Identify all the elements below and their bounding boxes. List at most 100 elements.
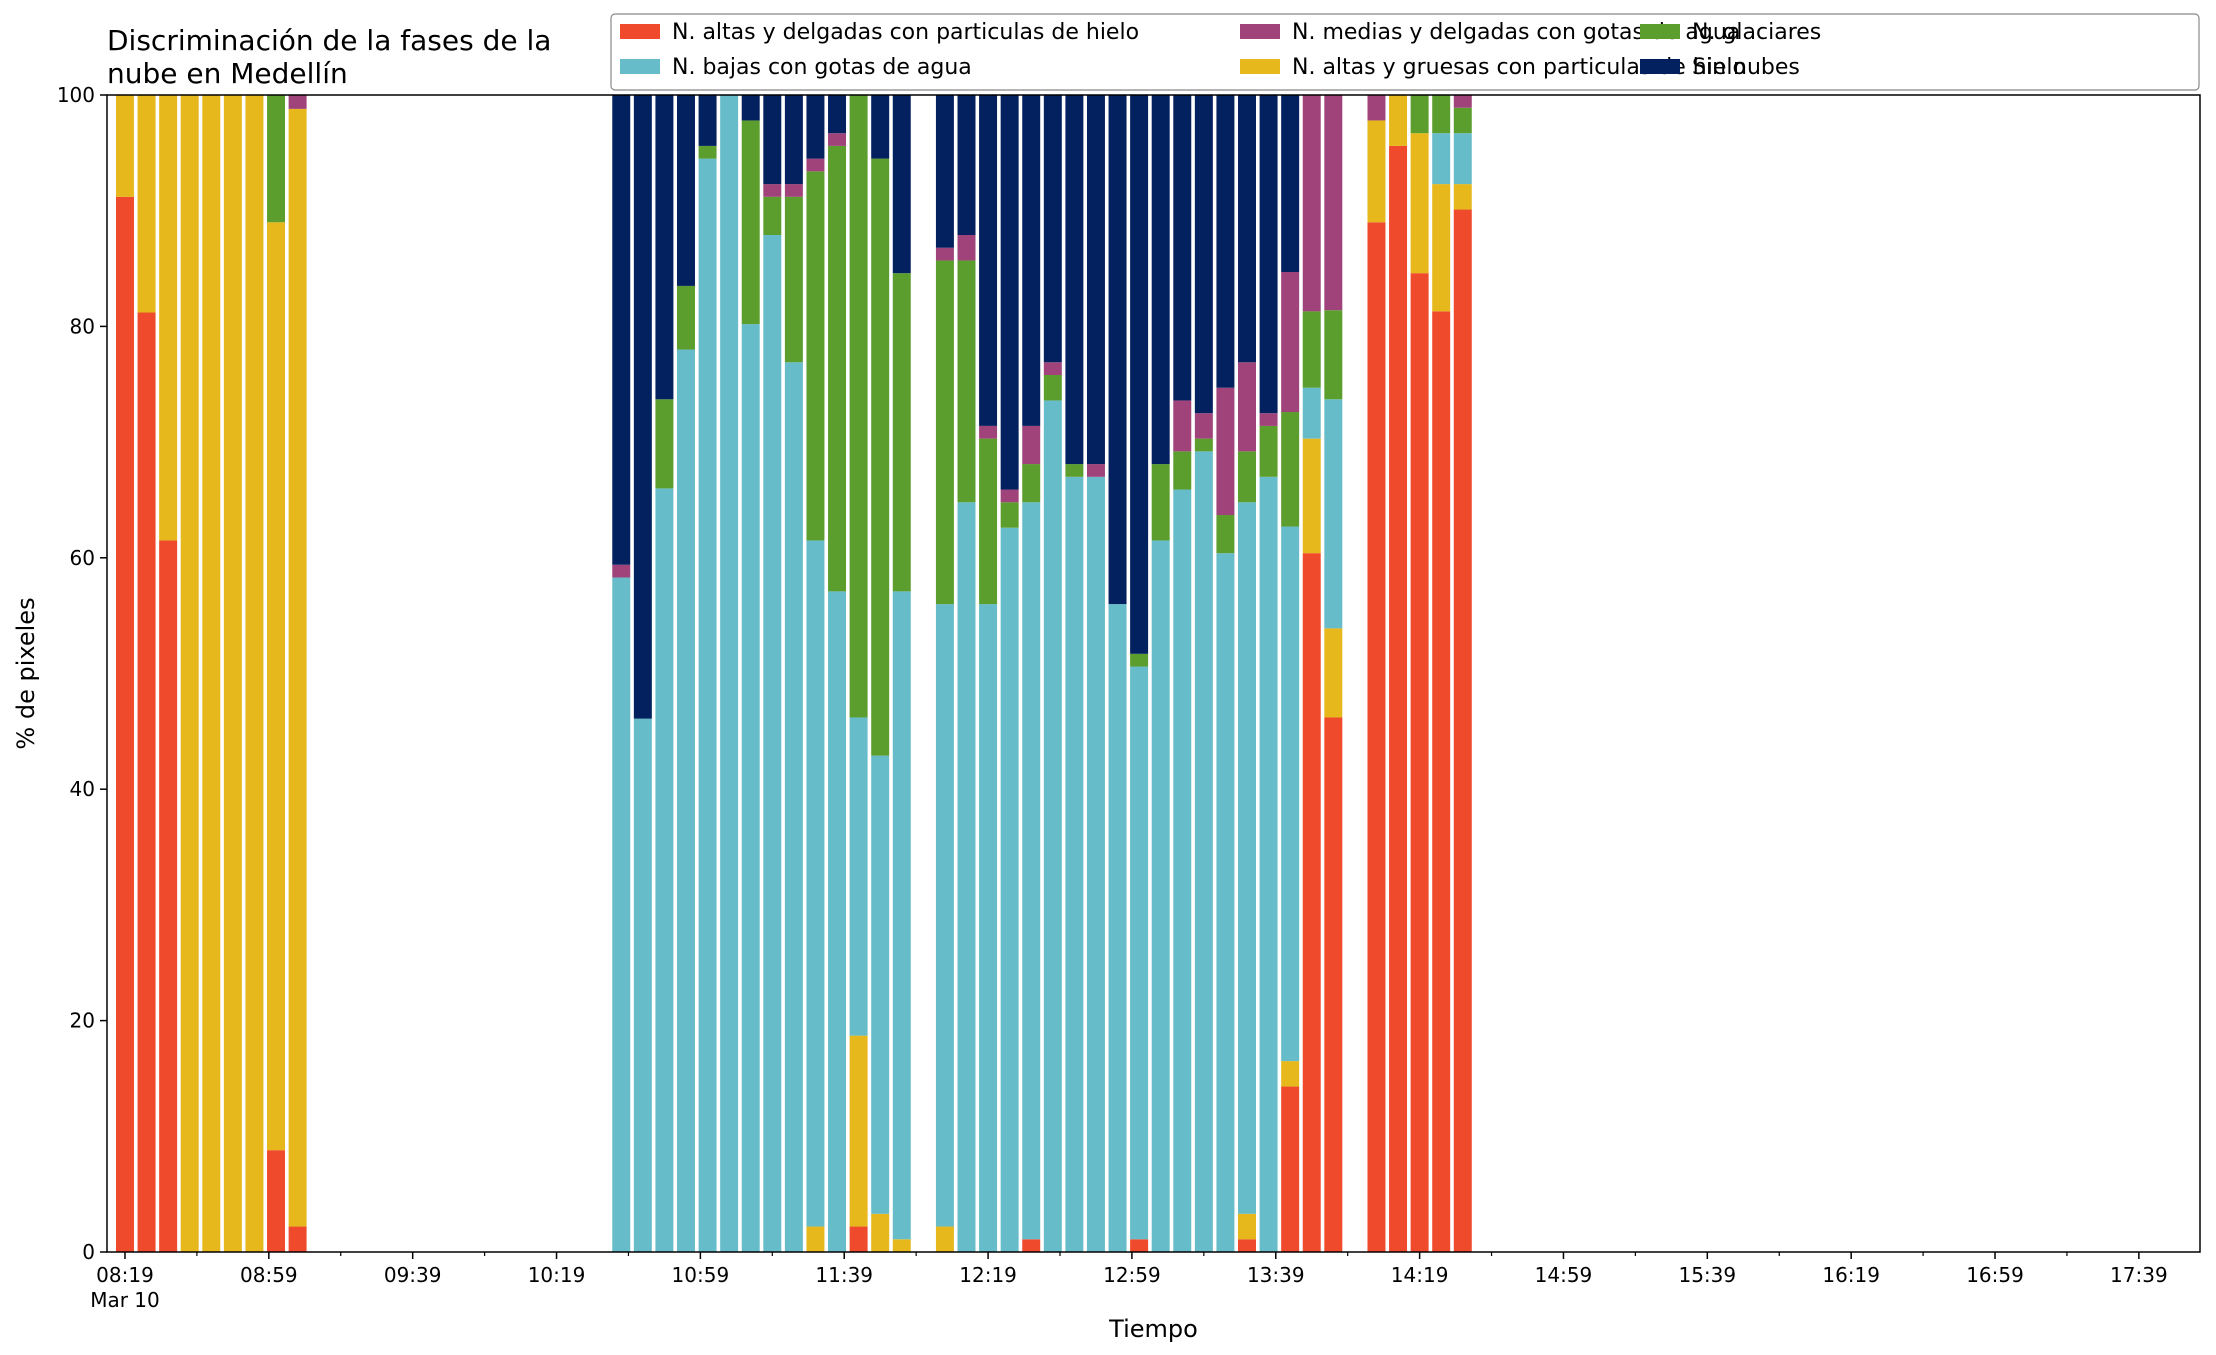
bar-segment-n-altas-y-gruesas-con-particulas-de-hielo xyxy=(180,95,199,1252)
bar-segment-n-altas-y-gruesas-con-particulas-de-hielo xyxy=(1410,133,1429,274)
x-tick-label: 09:39 xyxy=(384,1263,442,1287)
bar-stack xyxy=(806,95,825,1252)
bar-stack xyxy=(1238,95,1256,1252)
bar-segment-sin-nubes xyxy=(1281,95,1300,273)
bar-segment-n-altas-y-delgadas-con-particulas-de-hielo xyxy=(159,540,178,1252)
bar-stack xyxy=(288,95,307,1252)
bar-segment-sin-nubes xyxy=(892,95,911,274)
bar-segment-sin-nubes xyxy=(698,95,717,146)
bar-stack xyxy=(1410,95,1429,1252)
bar-segment-n-glaciares xyxy=(1173,451,1192,490)
bar-segment-sin-nubes xyxy=(763,95,782,185)
bar-segment-sin-nubes xyxy=(1065,95,1084,465)
legend-label: Sin nubes xyxy=(1692,55,1800,80)
y-tick-label: 40 xyxy=(70,777,95,801)
bar-segment-sin-nubes xyxy=(1173,95,1192,401)
bar-segment-n-bajas-con-gotas-de-agua xyxy=(1108,604,1127,1252)
bar-segment-n-altas-y-gruesas-con-particulas-de-hielo xyxy=(1432,184,1451,312)
bar-segment-n-glaciares xyxy=(1065,464,1084,477)
bar-segment-n-glaciares xyxy=(1130,653,1149,667)
bar-segment-sin-nubes xyxy=(784,95,803,185)
bar-stack xyxy=(1000,95,1019,1252)
bar-segment-n-medias-y-delgadas-con-gotas-de-agua xyxy=(1022,425,1041,465)
legend-swatch xyxy=(1640,24,1680,39)
bar-stack xyxy=(1432,95,1451,1252)
bar-segment-n-medias-y-delgadas-con-gotas-de-agua xyxy=(1216,387,1235,515)
bar-segment-n-altas-y-gruesas-con-particulas-de-hielo xyxy=(806,1226,825,1252)
bar-segment-n-altas-y-delgadas-con-particulas-de-hielo xyxy=(1281,1086,1300,1252)
plot-frame xyxy=(106,94,2201,1253)
bar-stack xyxy=(828,95,847,1252)
x-tick-label: 16:59 xyxy=(1966,1263,2024,1287)
bar-segment-n-medias-y-delgadas-con-gotas-de-agua xyxy=(806,158,825,172)
bar-segment-n-glaciares xyxy=(1324,310,1343,400)
bar-stack xyxy=(1259,95,1278,1252)
x-tick-label: 12:19 xyxy=(959,1263,1017,1287)
chart-title-line-2: nube en Medellín xyxy=(107,57,348,90)
bar-segment-n-bajas-con-gotas-de-agua xyxy=(1238,502,1256,1214)
bar-segment-n-medias-y-delgadas-con-gotas-de-agua xyxy=(1173,400,1192,452)
bar-segment-n-glaciares xyxy=(1281,412,1300,527)
bar-segment-n-glaciares xyxy=(957,260,976,503)
bar-stack xyxy=(1022,95,1041,1252)
bar-segment-n-glaciares xyxy=(1259,425,1278,477)
bar-stack xyxy=(871,95,890,1252)
bar-stack xyxy=(1043,95,1062,1252)
bar-segment-n-bajas-con-gotas-de-agua xyxy=(849,717,868,1036)
bar-stack xyxy=(892,95,911,1252)
bar-segment-n-medias-y-delgadas-con-gotas-de-agua xyxy=(784,184,803,197)
chart-title-line-1: Discriminación de la fases de la xyxy=(107,24,551,57)
bar-segment-sin-nubes xyxy=(979,95,998,426)
bar-segment-n-altas-y-gruesas-con-particulas-de-hielo xyxy=(1453,184,1472,210)
bar-segment-n-glaciares xyxy=(871,158,890,756)
bar-segment-n-glaciares xyxy=(698,145,717,159)
bar-segment-n-glaciares xyxy=(1043,374,1062,401)
bar-segment-n-bajas-con-gotas-de-agua xyxy=(1194,451,1213,1252)
bar-segment-n-medias-y-delgadas-con-gotas-de-agua xyxy=(1043,362,1062,375)
bar-segment-sin-nubes xyxy=(655,95,674,400)
bar-segment-n-bajas-con-gotas-de-agua xyxy=(612,577,631,1252)
bar-segment-n-glaciares xyxy=(935,260,954,605)
bar-segment-n-bajas-con-gotas-de-agua xyxy=(1259,476,1278,1252)
bar-segment-sin-nubes xyxy=(806,95,825,159)
bar-segment-n-altas-y-gruesas-con-particulas-de-hielo xyxy=(1281,1061,1300,1087)
bar-segment-n-medias-y-delgadas-con-gotas-de-agua xyxy=(957,235,976,261)
bar-segment-n-bajas-con-gotas-de-agua xyxy=(1022,502,1041,1240)
bar-segment-sin-nubes xyxy=(1043,95,1062,363)
legend-label: N. bajas con gotas de agua xyxy=(672,55,972,80)
bar-stack xyxy=(1108,95,1127,1252)
x-tick-label: 12:59 xyxy=(1103,1263,1161,1287)
bar-segment-n-glaciares xyxy=(1410,95,1429,134)
bar-segment-n-medias-y-delgadas-con-gotas-de-agua xyxy=(1194,413,1213,439)
legend-frame xyxy=(610,13,2200,91)
bar-stack xyxy=(957,95,976,1252)
bar-stack xyxy=(1453,95,1472,1252)
bar-segment-sin-nubes xyxy=(741,95,760,121)
bar-stack xyxy=(612,95,631,1252)
bar-segment-sin-nubes xyxy=(1259,95,1278,414)
bar-segment-n-glaciares xyxy=(1022,464,1041,503)
bar-segment-sin-nubes xyxy=(935,95,954,248)
bar-segment-n-bajas-con-gotas-de-agua xyxy=(633,718,652,1252)
bar-segment-sin-nubes xyxy=(1000,95,1019,490)
bar-segment-n-altas-y-delgadas-con-particulas-de-hielo xyxy=(137,312,156,1252)
bar-segment-n-glaciares xyxy=(1302,311,1321,388)
x-axis: 08:19 08:59 09:39 10:19 10:59 11:39 12:19 12:59… xyxy=(96,1252,2168,1287)
bar-segment-n-bajas-con-gotas-de-agua xyxy=(1043,400,1062,1252)
bar-segment-n-altas-y-gruesas-con-particulas-de-hielo xyxy=(1238,1213,1256,1240)
bar-segment-n-altas-y-gruesas-con-particulas-de-hielo xyxy=(267,222,286,1151)
bar-segment-n-medias-y-delgadas-con-gotas-de-agua xyxy=(1000,489,1019,503)
legend-item-n-altas-y-delgadas-con-particulas-de-hielo: N. altas y delgadas con particulas de hi… xyxy=(620,20,1139,45)
bar-segment-n-medias-y-delgadas-con-gotas-de-agua xyxy=(1453,95,1472,108)
y-tick-label: 20 xyxy=(70,1009,95,1033)
y-tick-label: 80 xyxy=(70,314,95,338)
x-tick-label: 14:59 xyxy=(1535,1263,1593,1287)
x-tick-label: 16:19 xyxy=(1822,1263,1880,1287)
bar-segment-n-medias-y-delgadas-con-gotas-de-agua xyxy=(1281,272,1300,413)
bar-segment-n-glaciares xyxy=(267,95,286,223)
bar-segment-n-bajas-con-gotas-de-agua xyxy=(1173,489,1192,1252)
x-tick-label: 17:39 xyxy=(2110,1263,2168,1287)
bar-segment-n-medias-y-delgadas-con-gotas-de-agua xyxy=(1324,95,1343,311)
bar-segment-sin-nubes xyxy=(1216,95,1235,388)
